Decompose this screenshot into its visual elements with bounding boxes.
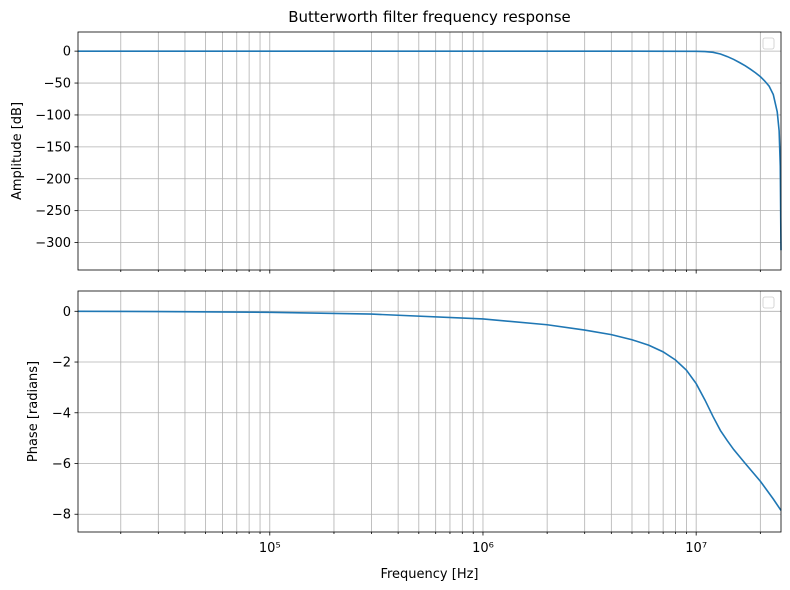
frequency-axis-label: Frequency [Hz] (380, 567, 478, 582)
y-tick-label: −100 (35, 108, 71, 123)
phase-axis-label: Phase [radians] (26, 361, 41, 462)
y-tick-label: −200 (35, 172, 71, 187)
amplitude-axis-label: Amplitude [dB] (10, 102, 25, 200)
y-tick-label: −150 (35, 140, 71, 155)
axes-frame (77, 290, 782, 533)
legend-box (762, 296, 775, 309)
x-tick-label: 10⁷ (685, 541, 707, 556)
y-tick-label: −4 (52, 406, 71, 421)
x-tick-label: 10⁶ (472, 541, 494, 556)
y-tick-label: −300 (35, 236, 71, 251)
panel-amplitude: 0 −50 −100 −150 −200 −250 −300 (35, 31, 782, 274)
x-tick-label: 10⁵ (259, 541, 281, 556)
legend-box (762, 37, 775, 50)
panel-phase: 0 −2 −4 −6 −8 10⁵ 10⁶ 10⁷ (52, 290, 782, 556)
series-line (77, 310, 782, 511)
y-tick-label: −2 (52, 356, 71, 371)
y-tick-label: −8 (52, 508, 71, 523)
y-tick-label: 0 (63, 45, 71, 60)
y-tick-label: −6 (52, 457, 71, 472)
y-tick-label: −50 (44, 77, 71, 92)
y-tick-label: −250 (35, 204, 71, 219)
chart-title: Butterworth filter frequency response (288, 8, 571, 26)
series-line (78, 50, 782, 251)
axes-frame (77, 31, 782, 271)
y-tick-label: 0 (63, 305, 71, 320)
